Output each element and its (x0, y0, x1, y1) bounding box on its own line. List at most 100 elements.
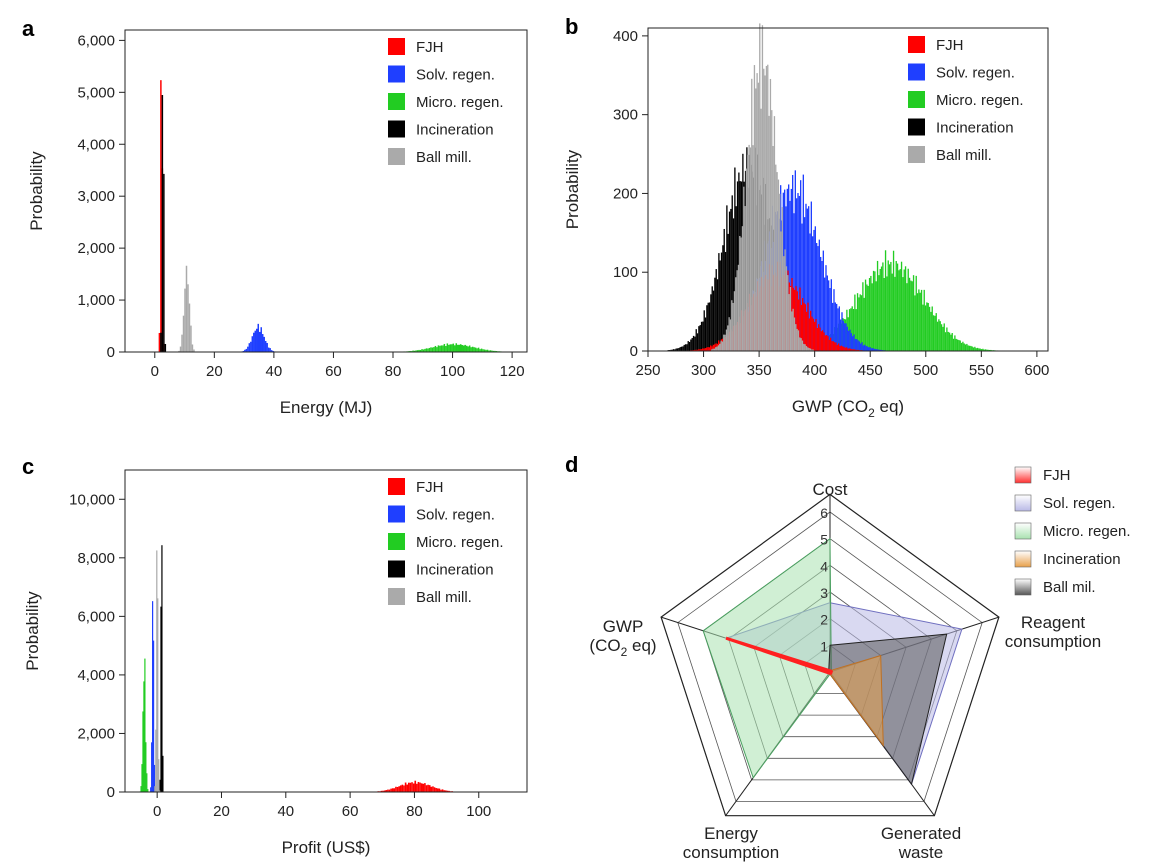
y-tick-label: 10,000 (69, 491, 115, 508)
histogram-bar (898, 270, 900, 351)
histogram-bar (902, 277, 904, 351)
y-tick-label: 0 (107, 784, 115, 801)
histogram-bar (776, 172, 778, 351)
plot-frame (647, 27, 1049, 352)
histogram-bar (792, 308, 794, 351)
histogram-bar (848, 348, 850, 351)
histogram-bar (160, 332, 162, 352)
histogram-bar (190, 325, 192, 352)
histogram-bar (380, 790, 383, 792)
histogram-bar (843, 346, 845, 351)
histogram-bar (950, 334, 952, 351)
histogram-bar (485, 349, 487, 352)
histogram-bar (390, 788, 392, 792)
histogram-bar (958, 340, 960, 351)
histogram-bar (391, 788, 394, 792)
histogram-bar (907, 268, 909, 351)
histogram-bar (703, 310, 705, 351)
histogram-bar (970, 345, 972, 351)
legend-swatch (388, 120, 405, 138)
histogram-bar (894, 276, 896, 351)
histogram-bar (491, 350, 493, 352)
x-tick-label: 0 (151, 363, 159, 380)
histogram-bar (810, 310, 812, 351)
histogram-bar (448, 344, 450, 352)
histogram-bar (836, 344, 838, 351)
histogram-bar (160, 80, 162, 353)
histogram-bar (415, 350, 417, 352)
radar-axis-label: Reagent (1021, 613, 1086, 632)
histogram-bar (872, 270, 875, 351)
histogram-bar (737, 264, 740, 351)
panel-c: c 0 20 40 60 80 100 0 2,000 4,000 6,000 8,000 10,000… (22, 454, 528, 857)
histogram-bar (489, 350, 492, 352)
histogram-bar (443, 343, 446, 352)
histogram-bar (408, 782, 410, 792)
histogram-bar (263, 336, 265, 352)
x-tick-label: 20 (213, 803, 230, 820)
histogram-bar (820, 331, 822, 351)
legend-swatch (908, 146, 925, 163)
radar-series-fjh (725, 636, 834, 675)
legend-label: Solv. regen. (416, 67, 495, 84)
histogram-bar (730, 208, 732, 351)
histogram-bar (863, 297, 865, 351)
histogram-bar (829, 288, 831, 351)
histogram-bar (876, 260, 879, 351)
y-tick-label: 0 (630, 343, 638, 360)
histogram-bar (904, 266, 907, 351)
histogram-bar (720, 340, 722, 351)
histogram-bar (858, 297, 860, 351)
histogram-bar (911, 281, 913, 351)
histogram-bar (159, 779, 161, 792)
histogram-bar (406, 784, 409, 792)
histogram-bar (850, 348, 852, 351)
histogram-bar (383, 790, 386, 792)
histogram-bar (862, 345, 864, 351)
histogram-bar (474, 347, 477, 352)
histogram-bar (920, 289, 923, 351)
histogram-bar (188, 303, 191, 352)
histogram-bar (745, 168, 748, 351)
histogram-bar (712, 348, 714, 351)
histogram-bar (700, 349, 702, 351)
histogram-bar (248, 343, 251, 352)
histogram-bar (805, 203, 807, 351)
histogram-bar (787, 275, 789, 351)
histogram-bar (442, 345, 444, 352)
histogram-bar (438, 788, 441, 792)
histogram-bar (832, 302, 834, 351)
histogram-bar (876, 349, 878, 351)
legend-label: FJH (416, 479, 444, 496)
histogram-bar (670, 349, 672, 351)
histogram-bar (261, 334, 264, 352)
histogram-bar (691, 337, 693, 351)
histogram-bar (266, 342, 268, 352)
histogram-bar (948, 332, 951, 351)
histogram-bar (856, 339, 858, 351)
legend-swatch (388, 560, 405, 578)
histogram-bar (858, 349, 860, 351)
histogram-bar (716, 346, 718, 351)
histogram-bar (711, 349, 713, 351)
histogram-bar (938, 319, 940, 351)
histogram-bar (687, 341, 689, 351)
histogram-bar (428, 785, 431, 792)
histogram-bar (440, 345, 443, 352)
histogram-bar (908, 277, 911, 351)
legend-label: FJH (936, 37, 964, 54)
histogram-bar (724, 334, 726, 351)
histogram-bar (752, 145, 754, 351)
histogram-bar (710, 294, 712, 351)
histogram-bar (877, 349, 879, 351)
histogram-bar (783, 256, 785, 351)
y-tick-label: 2,000 (77, 725, 115, 742)
histogram-bar (698, 349, 700, 351)
histogram-bar (715, 269, 717, 351)
histogram-bar (422, 783, 425, 792)
histogram-bar (890, 261, 892, 351)
histogram-bar (728, 317, 730, 351)
histogram-bar (388, 789, 391, 792)
series-ball-mill- (711, 23, 814, 352)
